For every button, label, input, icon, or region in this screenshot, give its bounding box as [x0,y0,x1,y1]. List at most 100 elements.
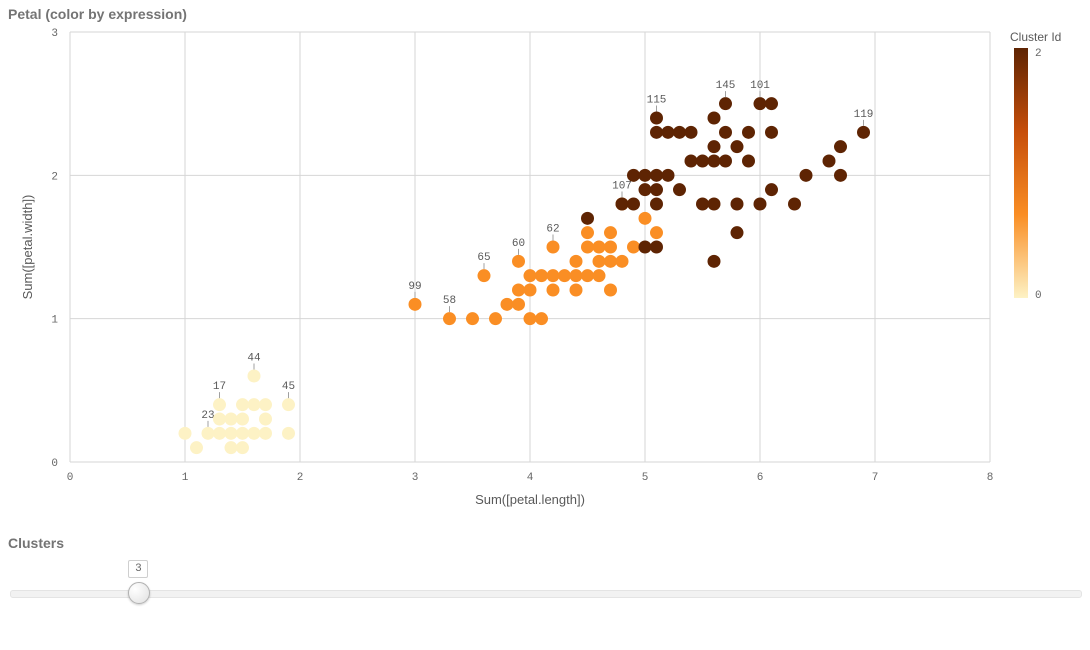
scatter-point[interactable] [259,413,272,426]
scatter-point[interactable] [696,198,709,211]
scatter-point[interactable] [409,298,422,311]
scatter-point[interactable] [179,427,192,440]
scatter-point[interactable] [524,269,537,282]
scatter-point[interactable] [627,169,640,182]
scatter-point[interactable] [512,255,525,268]
scatter-point[interactable] [834,140,847,153]
scatter-point[interactable] [639,241,652,254]
scatter-point[interactable] [708,255,721,268]
scatter-point[interactable] [512,298,525,311]
scatter-point[interactable] [719,126,732,139]
scatter-point[interactable] [581,241,594,254]
scatter-point[interactable] [650,241,663,254]
scatter-point[interactable] [581,212,594,225]
scatter-point[interactable] [259,398,272,411]
scatter-point[interactable] [225,441,238,454]
scatter-point[interactable] [639,169,652,182]
scatter-point[interactable] [639,212,652,225]
scatter-point[interactable] [501,298,514,311]
scatter-point[interactable] [236,413,249,426]
scatter-point[interactable] [627,241,640,254]
scatter-point[interactable] [282,398,295,411]
scatter-point[interactable] [489,312,502,325]
scatter-point[interactable] [685,126,698,139]
scatter-point[interactable] [708,112,721,125]
scatter-point[interactable] [708,198,721,211]
scatter-point[interactable] [581,269,594,282]
scatter-point[interactable] [570,255,583,268]
scatter-point[interactable] [213,398,226,411]
slider-track[interactable] [10,590,1082,598]
scatter-point[interactable] [259,427,272,440]
scatter-point[interactable] [650,126,663,139]
scatter-point[interactable] [696,155,709,168]
scatter-point[interactable] [225,413,238,426]
scatter-point[interactable] [639,183,652,196]
scatter-point[interactable] [558,269,571,282]
scatter-point[interactable] [443,312,456,325]
scatter-point[interactable] [754,198,767,211]
scatter-point[interactable] [742,126,755,139]
scatter-point[interactable] [604,255,617,268]
scatter-point[interactable] [719,97,732,110]
scatter-point[interactable] [213,413,226,426]
scatter-point[interactable] [616,255,629,268]
clusters-slider[interactable]: 3 [10,560,1080,620]
scatter-point[interactable] [547,241,560,254]
scatter-point[interactable] [604,226,617,239]
scatter-point[interactable] [593,269,606,282]
scatter-point[interactable] [202,427,215,440]
scatter-point[interactable] [765,183,778,196]
scatter-point[interactable] [282,427,295,440]
scatter-point[interactable] [547,284,560,297]
scatter-point[interactable] [236,427,249,440]
scatter-point[interactable] [765,97,778,110]
scatter-point[interactable] [627,198,640,211]
scatter-point[interactable] [512,284,525,297]
scatter-point[interactable] [236,398,249,411]
scatter-point[interactable] [685,155,698,168]
scatter-point[interactable] [190,441,203,454]
scatter-point[interactable] [466,312,479,325]
scatter-point[interactable] [604,284,617,297]
scatter-point[interactable] [650,169,663,182]
scatter-point[interactable] [650,183,663,196]
scatter-point[interactable] [731,226,744,239]
scatter-point[interactable] [673,183,686,196]
scatter-point[interactable] [823,155,836,168]
scatter-point[interactable] [236,441,249,454]
scatter-point[interactable] [731,198,744,211]
scatter-point[interactable] [248,370,261,383]
scatter-point[interactable] [535,312,548,325]
scatter-point[interactable] [662,126,675,139]
scatter-point[interactable] [593,255,606,268]
scatter-point[interactable] [754,97,767,110]
scatter-point[interactable] [708,140,721,153]
scatter-point[interactable] [570,284,583,297]
scatter-point[interactable] [524,284,537,297]
slider-thumb[interactable] [128,582,150,604]
scatter-plot[interactable]: 0123456780123Sum([petal.length])Sum([pet… [60,32,1000,462]
scatter-point[interactable] [524,312,537,325]
scatter-point[interactable] [662,169,675,182]
scatter-point[interactable] [673,126,686,139]
scatter-point[interactable] [719,155,732,168]
scatter-point[interactable] [213,427,226,440]
scatter-point[interactable] [742,155,755,168]
scatter-point[interactable] [708,155,721,168]
scatter-point[interactable] [800,169,813,182]
scatter-point[interactable] [593,241,606,254]
scatter-point[interactable] [731,140,744,153]
scatter-point[interactable] [788,198,801,211]
scatter-point[interactable] [478,269,491,282]
scatter-point[interactable] [616,198,629,211]
scatter-point[interactable] [570,269,583,282]
scatter-point[interactable] [834,169,847,182]
scatter-point[interactable] [765,126,778,139]
scatter-point[interactable] [650,226,663,239]
scatter-point[interactable] [248,427,261,440]
scatter-point[interactable] [248,398,261,411]
scatter-point[interactable] [650,112,663,125]
scatter-point[interactable] [604,241,617,254]
scatter-point[interactable] [857,126,870,139]
